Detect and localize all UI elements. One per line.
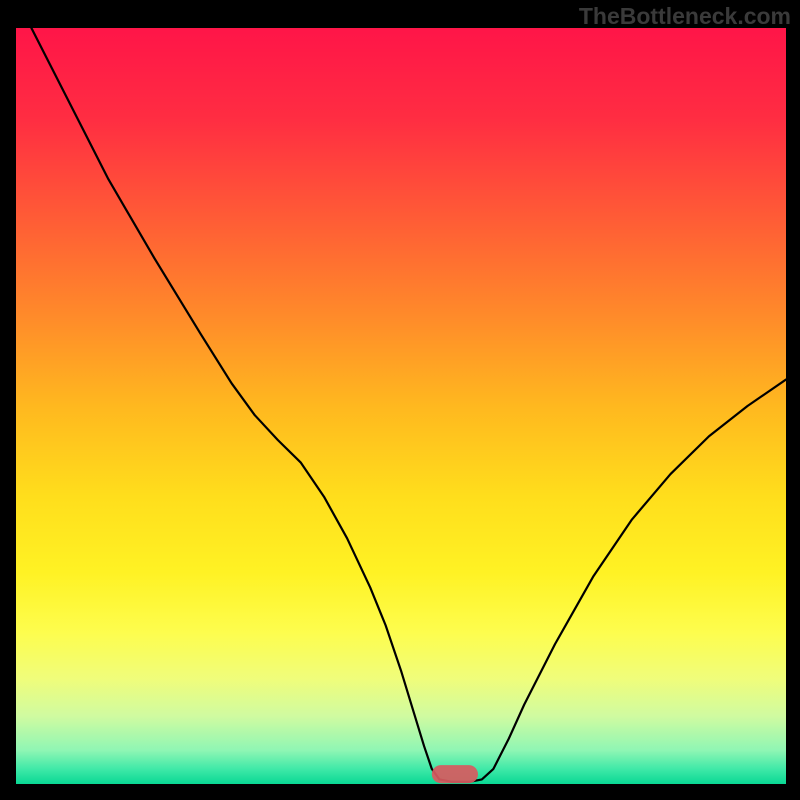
min-marker	[432, 765, 478, 783]
plot-svg	[16, 28, 786, 784]
watermark-text: TheBottleneck.com	[579, 3, 791, 30]
plot-area	[16, 28, 786, 784]
chart-stage: TheBottleneck.com	[0, 0, 800, 800]
